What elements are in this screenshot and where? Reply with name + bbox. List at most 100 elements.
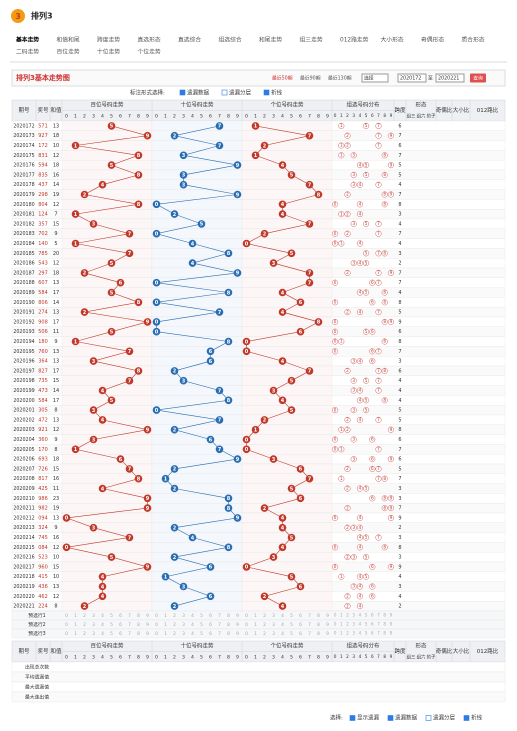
preselect-digit[interactable]: 2 [83, 622, 86, 628]
preselect-digit[interactable]: 4 [359, 631, 362, 636]
checkbox[interactable] [463, 715, 470, 721]
preselect-digit[interactable]: 3 [182, 613, 185, 619]
preselect-digit[interactable]: 5 [290, 631, 293, 637]
preselect-digit[interactable]: 7 [308, 613, 311, 619]
preselect-digit[interactable]: 6 [371, 622, 374, 627]
preselect-digit[interactable]: 6 [371, 631, 374, 636]
preselect-digit[interactable]: 0 [245, 631, 248, 637]
preselect-digit[interactable]: 9 [326, 631, 329, 637]
preselect-digit[interactable]: 2 [263, 631, 266, 637]
preselect-digit[interactable]: 6 [119, 622, 122, 628]
preselect-digit[interactable]: 5 [365, 631, 368, 636]
preselect-digit[interactable]: 2 [263, 622, 266, 628]
preselect-digit[interactable]: 0 [65, 613, 68, 619]
preselect-digit[interactable]: 5 [110, 613, 113, 619]
nav-tab[interactable]: 百位走势 [57, 48, 80, 56]
preselect-digit[interactable]: 9 [236, 622, 239, 628]
preselect-digit[interactable]: 4 [281, 613, 284, 619]
preselect-digit[interactable]: 1 [164, 622, 167, 628]
preselect-digit[interactable]: 7 [308, 622, 311, 628]
preselect-digit[interactable]: 9 [146, 613, 149, 619]
preselect-digit[interactable]: 3 [182, 622, 185, 628]
preselect-digit[interactable]: 1 [254, 631, 257, 637]
preselect-digit[interactable]: 3 [92, 622, 95, 628]
preselect-digit[interactable]: 0 [155, 622, 158, 628]
preselect-digit[interactable]: 2 [346, 622, 349, 627]
preselect-digit[interactable]: 8 [227, 622, 230, 628]
nav-tab[interactable]: 基本走势 [15, 36, 39, 44]
preselect-digit[interactable]: 4 [101, 631, 104, 637]
nav-tab[interactable]: 十位走势 [97, 48, 120, 56]
preselect-digit[interactable]: 2 [346, 613, 349, 618]
preselect-digit[interactable]: 0 [245, 622, 248, 628]
input-to[interactable] [435, 73, 465, 83]
preselect-digit[interactable]: 6 [371, 613, 374, 618]
preselect-digit[interactable]: 8 [137, 613, 140, 619]
preselect-digit[interactable]: 0 [334, 622, 337, 627]
preselect-digit[interactable]: 1 [340, 622, 343, 627]
preselect-digit[interactable]: 8 [383, 613, 386, 618]
preselect-digit[interactable]: 5 [200, 613, 203, 619]
preselect-digit[interactable]: 5 [290, 622, 293, 628]
preselect-digit[interactable]: 7 [377, 631, 380, 636]
preselect-digit[interactable]: 2 [83, 613, 86, 619]
preselect-digit[interactable]: 6 [299, 613, 302, 619]
preselect-digit[interactable]: 6 [299, 631, 302, 637]
nav-tab[interactable]: 和尾走势 [259, 36, 282, 44]
preselect-digit[interactable]: 6 [209, 613, 212, 619]
preselect-digit[interactable]: 5 [365, 613, 368, 618]
nav-tab[interactable]: 质合形态 [462, 36, 485, 44]
preselect-digit[interactable]: 0 [65, 631, 68, 637]
nav-tab[interactable]: 直选形态 [138, 36, 161, 44]
checkbox[interactable] [425, 715, 432, 721]
preselect-digit[interactable]: 4 [359, 613, 362, 618]
preselect-digit[interactable]: 9 [146, 622, 149, 628]
preselect-digit[interactable]: 1 [74, 631, 77, 637]
preselect-digit[interactable]: 8 [137, 622, 140, 628]
preselect-digit[interactable]: 7 [377, 613, 380, 618]
preselect-digit[interactable]: 1 [164, 631, 167, 637]
preselect-digit[interactable]: 4 [191, 622, 194, 628]
preselect-digit[interactable]: 3 [272, 622, 275, 628]
preselect-digit[interactable]: 4 [191, 613, 194, 619]
preselect-digit[interactable]: 2 [173, 613, 176, 619]
nav-tab[interactable]: 组三走势 [300, 36, 323, 44]
preselect-digit[interactable]: 4 [281, 622, 284, 628]
checkbox[interactable] [179, 89, 186, 96]
preselect-digit[interactable]: 1 [254, 622, 257, 628]
preselect-digit[interactable]: 3 [92, 613, 95, 619]
preselect-digit[interactable]: 1 [74, 613, 77, 619]
preselect-digit[interactable]: 0 [65, 622, 68, 628]
preselect-digit[interactable]: 5 [200, 631, 203, 637]
input-from[interactable] [397, 73, 427, 83]
preselect-digit[interactable]: 1 [74, 622, 77, 628]
preselect-digit[interactable]: 2 [173, 622, 176, 628]
preselect-digit[interactable]: 7 [377, 622, 380, 627]
preselect-digit[interactable]: 2 [173, 631, 176, 637]
preselect-digit[interactable]: 3 [352, 622, 355, 627]
preselect-digit[interactable]: 4 [191, 631, 194, 637]
preselect-digit[interactable]: 0 [334, 613, 337, 618]
preselect-digit[interactable]: 8 [227, 613, 230, 619]
preselect-digit[interactable]: 9 [390, 622, 393, 627]
checkbox[interactable] [349, 715, 356, 721]
preselect-digit[interactable]: 4 [281, 631, 284, 637]
preselect-digit[interactable]: 3 [92, 631, 95, 637]
preselect-digit[interactable]: 0 [245, 613, 248, 619]
preselect-digit[interactable]: 2 [346, 631, 349, 636]
preselect-digit[interactable]: 7 [218, 613, 221, 619]
preselect-digit[interactable]: 8 [383, 622, 386, 627]
preselect-digit[interactable]: 0 [155, 631, 158, 637]
preselect-digit[interactable]: 0 [155, 613, 158, 619]
preselect-digit[interactable]: 5 [290, 613, 293, 619]
preselect-digit[interactable]: 3 [272, 631, 275, 637]
preselect-digit[interactable]: 6 [299, 622, 302, 628]
preselect-digit[interactable]: 3 [182, 631, 185, 637]
range-link[interactable]: 最近50期 [272, 75, 293, 82]
preselect-digit[interactable]: 6 [119, 613, 122, 619]
range-link[interactable]: 最近130期 [328, 75, 352, 82]
nav-tab[interactable]: 二码走势 [16, 48, 39, 56]
checkbox[interactable] [387, 715, 394, 721]
preselect-digit[interactable]: 0 [334, 631, 337, 636]
preselect-digit[interactable]: 7 [308, 631, 311, 637]
